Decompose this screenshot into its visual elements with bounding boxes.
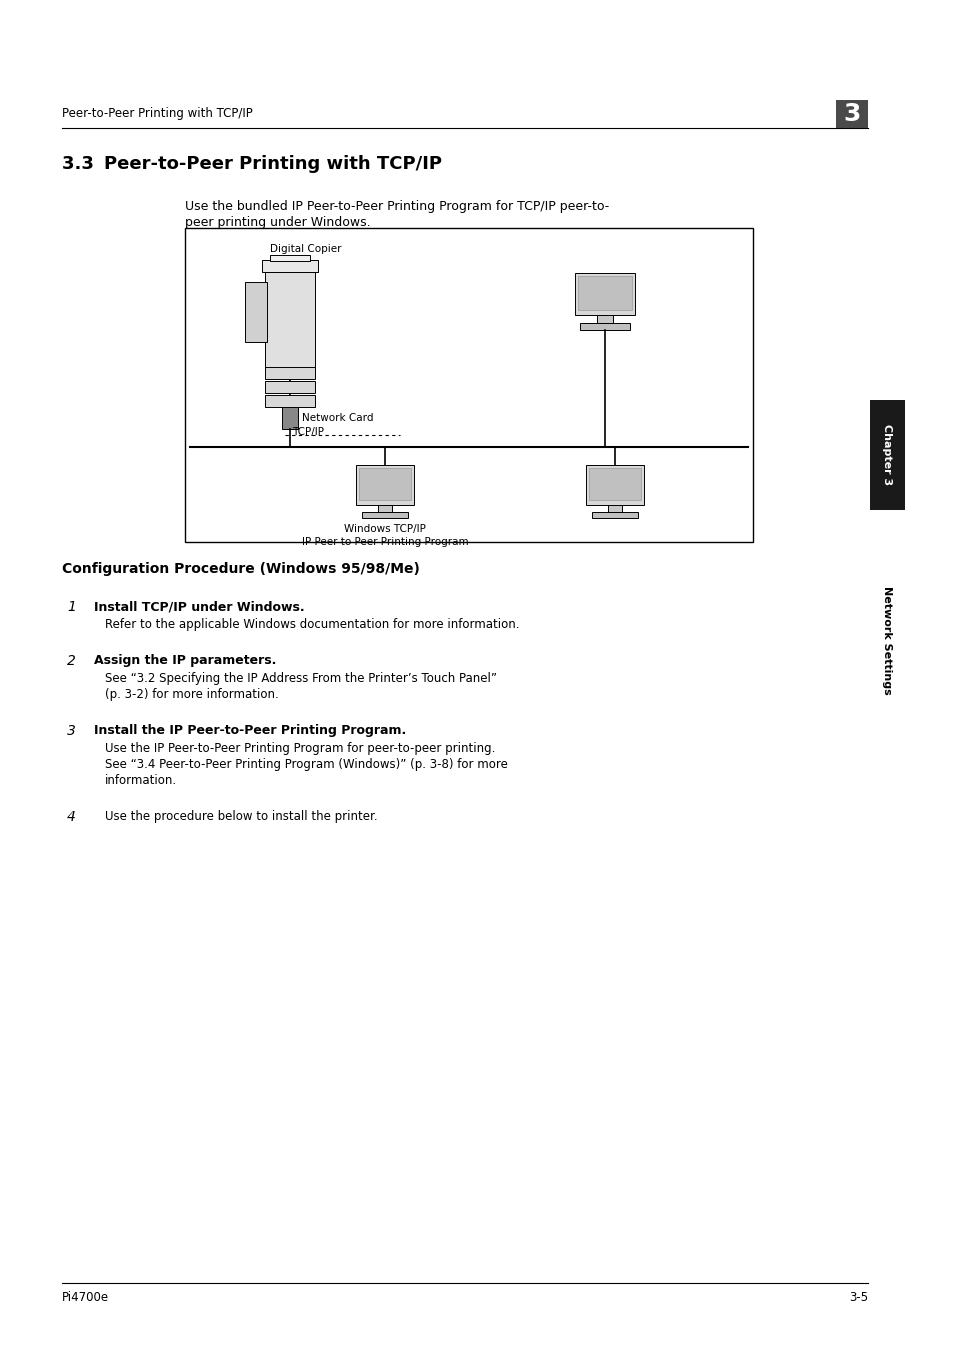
Bar [361, 512, 408, 517]
Text: 3-5: 3-5 [848, 1292, 867, 1304]
Text: (p. 3-2) for more information.: (p. 3-2) for more information. [105, 688, 278, 701]
Bar [265, 272, 314, 372]
Bar [282, 407, 297, 430]
Text: Peer-to-Peer Printing with TCP/IP: Peer-to-Peer Printing with TCP/IP [104, 155, 441, 173]
Bar [835, 100, 867, 128]
Text: Install the IP Peer-to-Peer Printing Program.: Install the IP Peer-to-Peer Printing Pro… [94, 724, 406, 738]
Text: 3: 3 [842, 101, 860, 126]
Text: Refer to the applicable Windows documentation for more information.: Refer to the applicable Windows document… [105, 617, 519, 631]
Bar [270, 255, 310, 261]
Bar [377, 505, 392, 512]
Bar [578, 276, 631, 309]
Bar [265, 367, 314, 380]
Text: Peer-to-Peer Printing with TCP/IP: Peer-to-Peer Printing with TCP/IP [62, 107, 253, 120]
Bar [265, 394, 314, 407]
Bar [355, 465, 414, 505]
Text: Configuration Procedure (Windows 95/98/Me): Configuration Procedure (Windows 95/98/M… [62, 562, 419, 576]
Text: 3.3: 3.3 [62, 155, 107, 173]
Bar [592, 512, 638, 517]
Text: TCP/IP: TCP/IP [292, 427, 324, 436]
Text: Assign the IP parameters.: Assign the IP parameters. [94, 654, 276, 667]
Bar [869, 400, 904, 509]
Bar [597, 315, 613, 323]
Bar [265, 381, 314, 393]
Text: Use the bundled IP Peer-to-Peer Printing Program for TCP/IP peer-to-: Use the bundled IP Peer-to-Peer Printing… [185, 200, 609, 213]
Text: Digital Copier: Digital Copier [270, 245, 341, 254]
Bar [358, 467, 411, 500]
Text: 1: 1 [67, 600, 76, 613]
Text: Use the procedure below to install the printer.: Use the procedure below to install the p… [105, 811, 377, 823]
Bar [579, 323, 629, 330]
Text: Chapter 3: Chapter 3 [882, 424, 892, 485]
Text: 4: 4 [67, 811, 76, 824]
Text: See “3.4 Peer-to-Peer Printing Program (Windows)” (p. 3-8) for more: See “3.4 Peer-to-Peer Printing Program (… [105, 758, 507, 771]
Text: 3: 3 [67, 724, 76, 738]
Text: Network Card: Network Card [302, 413, 374, 423]
Bar [575, 273, 635, 315]
Text: peer printing under Windows.: peer printing under Windows. [185, 216, 370, 230]
Text: information.: information. [105, 774, 177, 788]
Text: Network Settings: Network Settings [882, 585, 892, 694]
Bar [588, 467, 640, 500]
Text: Install TCP/IP under Windows.: Install TCP/IP under Windows. [94, 600, 304, 613]
Bar [262, 259, 317, 272]
Bar [245, 282, 267, 342]
Text: Use the IP Peer-to-Peer Printing Program for peer-to-peer printing.: Use the IP Peer-to-Peer Printing Program… [105, 742, 495, 755]
Text: See “3.2 Specifying the IP Address From the Printer’s Touch Panel”: See “3.2 Specifying the IP Address From … [105, 671, 497, 685]
Bar [185, 228, 752, 542]
Text: Windows TCP/IP
IP Peer to Peer Printing Program: Windows TCP/IP IP Peer to Peer Printing … [301, 524, 468, 547]
Bar [585, 465, 643, 505]
Text: Pi4700e: Pi4700e [62, 1292, 109, 1304]
Bar [607, 505, 621, 512]
Text: 2: 2 [67, 654, 76, 667]
